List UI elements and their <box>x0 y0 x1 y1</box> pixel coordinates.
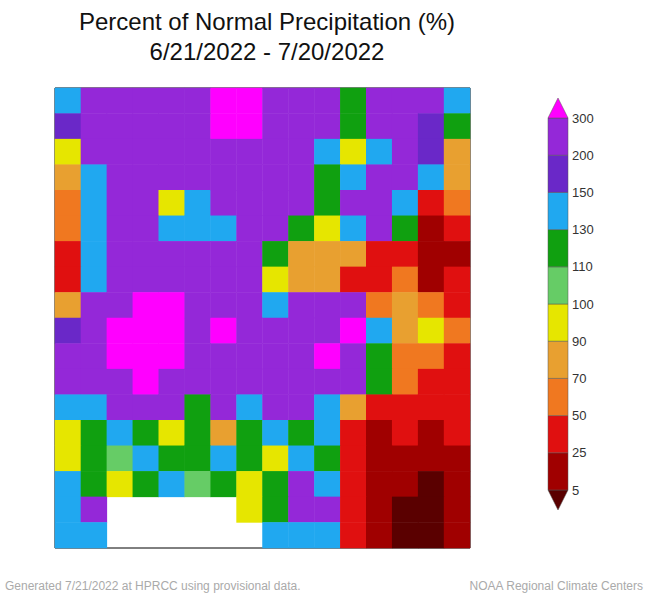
svg-text:100: 100 <box>572 297 594 312</box>
svg-text:5: 5 <box>572 483 579 498</box>
svg-text:150: 150 <box>572 185 594 200</box>
svg-text:50: 50 <box>572 408 586 423</box>
svg-text:Generated 7/21/2022 at HPRCC u: Generated 7/21/2022 at HPRCC using provi… <box>5 579 301 593</box>
svg-text:NOAA Regional Climate Centers: NOAA Regional Climate Centers <box>470 579 643 593</box>
svg-text:25: 25 <box>572 445 586 460</box>
svg-text:90: 90 <box>572 334 586 349</box>
svg-text:70: 70 <box>572 371 586 386</box>
svg-text:110: 110 <box>572 259 593 274</box>
svg-text:300: 300 <box>572 111 594 126</box>
svg-text:6/21/2022 - 7/20/2022: 6/21/2022 - 7/20/2022 <box>150 38 385 65</box>
svg-text:Percent of Normal Precipitatio: Percent of Normal Precipitation (%) <box>79 8 455 35</box>
svg-text:130: 130 <box>572 222 594 237</box>
svg-text:200: 200 <box>572 148 594 163</box>
